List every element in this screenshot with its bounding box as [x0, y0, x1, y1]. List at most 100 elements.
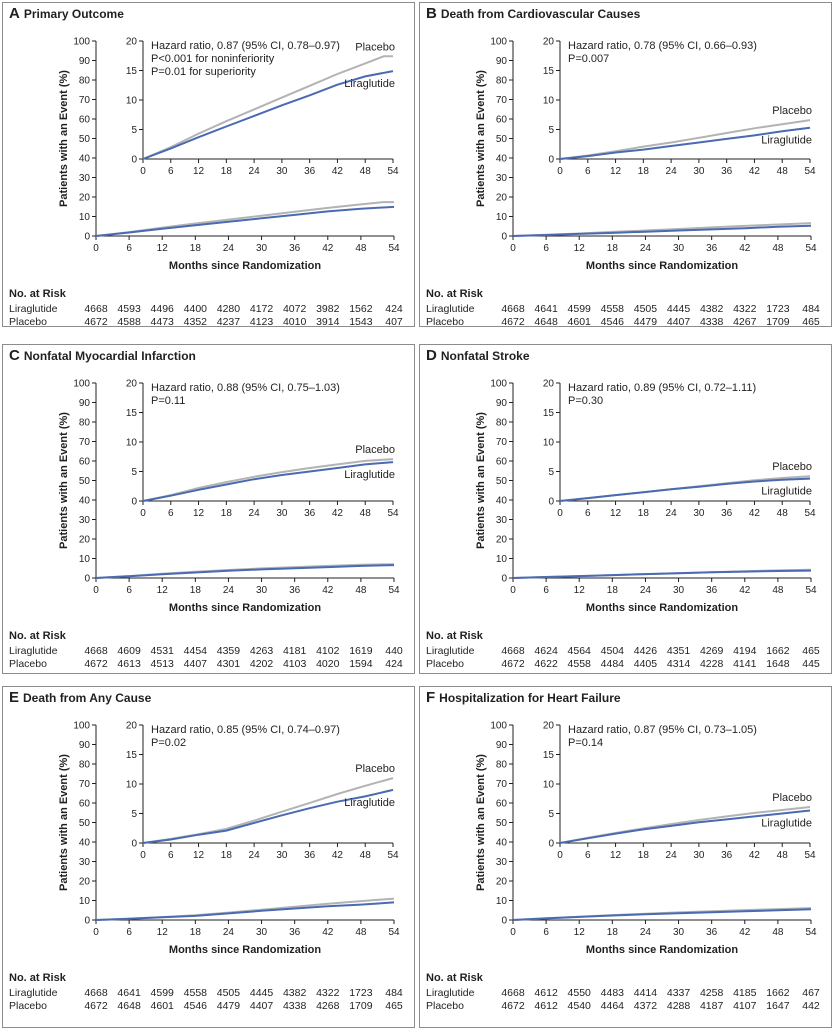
- risk-row-label: Liraglutide: [426, 645, 475, 657]
- panel-title: D Nonfatal Stroke: [426, 347, 530, 364]
- inset-curve-liraglutide: [559, 809, 811, 844]
- main-y-tick-label: 20: [79, 193, 91, 204]
- main-x-tick-label: 18: [607, 927, 619, 938]
- main-x-tick-label: 6: [126, 243, 132, 254]
- hazard-ratio-line: P<0.001 for noninferiority: [151, 53, 275, 65]
- inset-y-tick-label: 15: [543, 66, 555, 77]
- risk-count: 4624: [534, 645, 558, 657]
- inset-x-tick-label: 54: [387, 850, 399, 861]
- risk-count: 4454: [183, 645, 207, 657]
- series-label-liraglutide: Liraglutide: [344, 78, 395, 90]
- risk-count: 4641: [534, 303, 558, 315]
- inset-y-tick-label: 15: [126, 750, 138, 761]
- risk-count: 4237: [216, 316, 241, 328]
- main-x-tick-label: 30: [673, 585, 685, 596]
- hazard-ratio-line: Hazard ratio, 0.87 (95% CI, 0.73–1.05): [568, 724, 757, 736]
- x-axis-label: Months since Randomization: [169, 944, 321, 956]
- risk-row-label: Liraglutide: [9, 303, 58, 315]
- risk-count: 4322: [733, 303, 757, 315]
- main-y-tick-label: 50: [79, 818, 91, 829]
- inset-y-tick-label: 10: [126, 438, 138, 449]
- main-y-tick-label: 10: [496, 554, 508, 565]
- main-x-tick-label: 54: [805, 243, 817, 254]
- inset-x-tick-label: 54: [804, 850, 816, 861]
- main-x-tick-label: 42: [322, 243, 334, 254]
- inset-curve-liraglutide: [142, 461, 394, 502]
- main-y-tick-label: 100: [73, 37, 90, 48]
- inset-curve-liraglutide: [142, 70, 394, 160]
- risk-row: Liraglutide 4668 4641 4599 4558 4505 4445 4382 4…: [426, 303, 835, 316]
- inset-x-tick-label: 6: [168, 166, 174, 177]
- inset-x-tick-label: 12: [193, 850, 205, 861]
- risk-count: 4540: [567, 1000, 591, 1012]
- risk-row: Placebo 4672 4648 4601 4546 4479 4407 4338 4267 1…: [426, 316, 835, 329]
- main-x-tick-label: 30: [256, 243, 268, 254]
- main-x-tick-label: 12: [157, 243, 169, 254]
- main-x-tick-label: 48: [355, 243, 367, 254]
- risk-row: Liraglutide 4668 4612 4550 4483 4414 4337 4258 4…: [426, 987, 835, 1000]
- panel-title-text: Death from Cardiovascular Causes: [440, 7, 641, 21]
- risk-count: 4072: [282, 303, 307, 315]
- main-x-tick-label: 18: [607, 585, 619, 596]
- main-x-tick-label: 48: [772, 927, 784, 938]
- risk-count: 4550: [567, 987, 591, 999]
- inset-y-tick-label: 20: [126, 379, 138, 390]
- inset-y-tick-label: 0: [131, 155, 137, 166]
- inset-y-tick-label: 5: [548, 467, 554, 478]
- main-x-tick-label: 42: [739, 243, 751, 254]
- risk-count: 4513: [150, 658, 174, 670]
- x-axis-label: Months since Randomization: [586, 260, 738, 272]
- main-x-tick-label: 54: [805, 585, 817, 596]
- risk-count: 484: [385, 987, 403, 999]
- risk-count: 4505: [633, 303, 658, 315]
- inset-y-tick-label: 15: [543, 750, 555, 761]
- risk-count: 1662: [766, 645, 790, 657]
- main-x-tick-label: 0: [510, 243, 516, 254]
- main-y-tick-label: 30: [496, 857, 508, 868]
- inset-x-tick-label: 18: [638, 166, 650, 177]
- risk-count: 4599: [150, 987, 174, 999]
- inset-x-tick-label: 54: [804, 166, 816, 177]
- main-y-tick-label: 20: [496, 535, 508, 546]
- risk-count: 4414: [633, 987, 658, 999]
- inset-y-tick-label: 0: [131, 497, 137, 508]
- panel-letter: E: [9, 689, 20, 706]
- risk-count: 4546: [183, 1000, 207, 1012]
- inset-x-tick-label: 12: [193, 166, 205, 177]
- risk-count: 4672: [501, 658, 525, 670]
- inset-curve-liraglutide: [142, 788, 394, 844]
- risk-count: 1594: [349, 658, 373, 670]
- main-curve-placebo: [95, 897, 395, 921]
- main-x-tick-label: 12: [574, 585, 586, 596]
- inset-curve-placebo: [142, 458, 394, 502]
- inset-y-tick-label: 5: [131, 125, 137, 136]
- hazard-ratio-line: P=0.14: [568, 737, 603, 749]
- risk-row: Placebo 4672 4613 4513 4407 4301 4202 4103 4020 1…: [9, 658, 419, 671]
- risk-count: 4181: [282, 645, 307, 657]
- risk-count: 1709: [349, 1000, 373, 1012]
- inset-y-tick-label: 5: [131, 809, 137, 820]
- risk-count: 4382: [699, 303, 724, 315]
- risk-count: 4172: [249, 303, 274, 315]
- risk-table-header: No. at Risk: [9, 630, 66, 642]
- main-x-tick-label: 0: [510, 927, 516, 938]
- inset-x-tick-label: 0: [557, 508, 563, 519]
- risk-row: Liraglutide 4668 4641 4599 4558 4505 4445 4382 4…: [9, 987, 419, 1000]
- main-y-tick-label: 20: [79, 535, 91, 546]
- risk-table-header: No. at Risk: [426, 630, 483, 642]
- main-y-tick-label: 90: [496, 740, 508, 751]
- main-x-tick-label: 48: [355, 927, 367, 938]
- main-y-tick-label: 10: [79, 212, 91, 223]
- inset-x-tick-label: 36: [304, 850, 316, 861]
- inset-x-tick-label: 42: [749, 166, 761, 177]
- main-y-tick-label: 90: [79, 398, 91, 409]
- main-y-tick-label: 70: [79, 437, 91, 448]
- main-x-tick-label: 12: [157, 585, 169, 596]
- main-y-tick-label: 30: [79, 173, 91, 184]
- risk-count: 3914: [316, 316, 340, 328]
- main-y-tick-label: 40: [496, 154, 508, 165]
- inset-x-tick-label: 0: [140, 850, 146, 861]
- inset-x-tick-label: 18: [221, 508, 233, 519]
- panel-title: F Hospitalization for Heart Failure: [426, 689, 621, 706]
